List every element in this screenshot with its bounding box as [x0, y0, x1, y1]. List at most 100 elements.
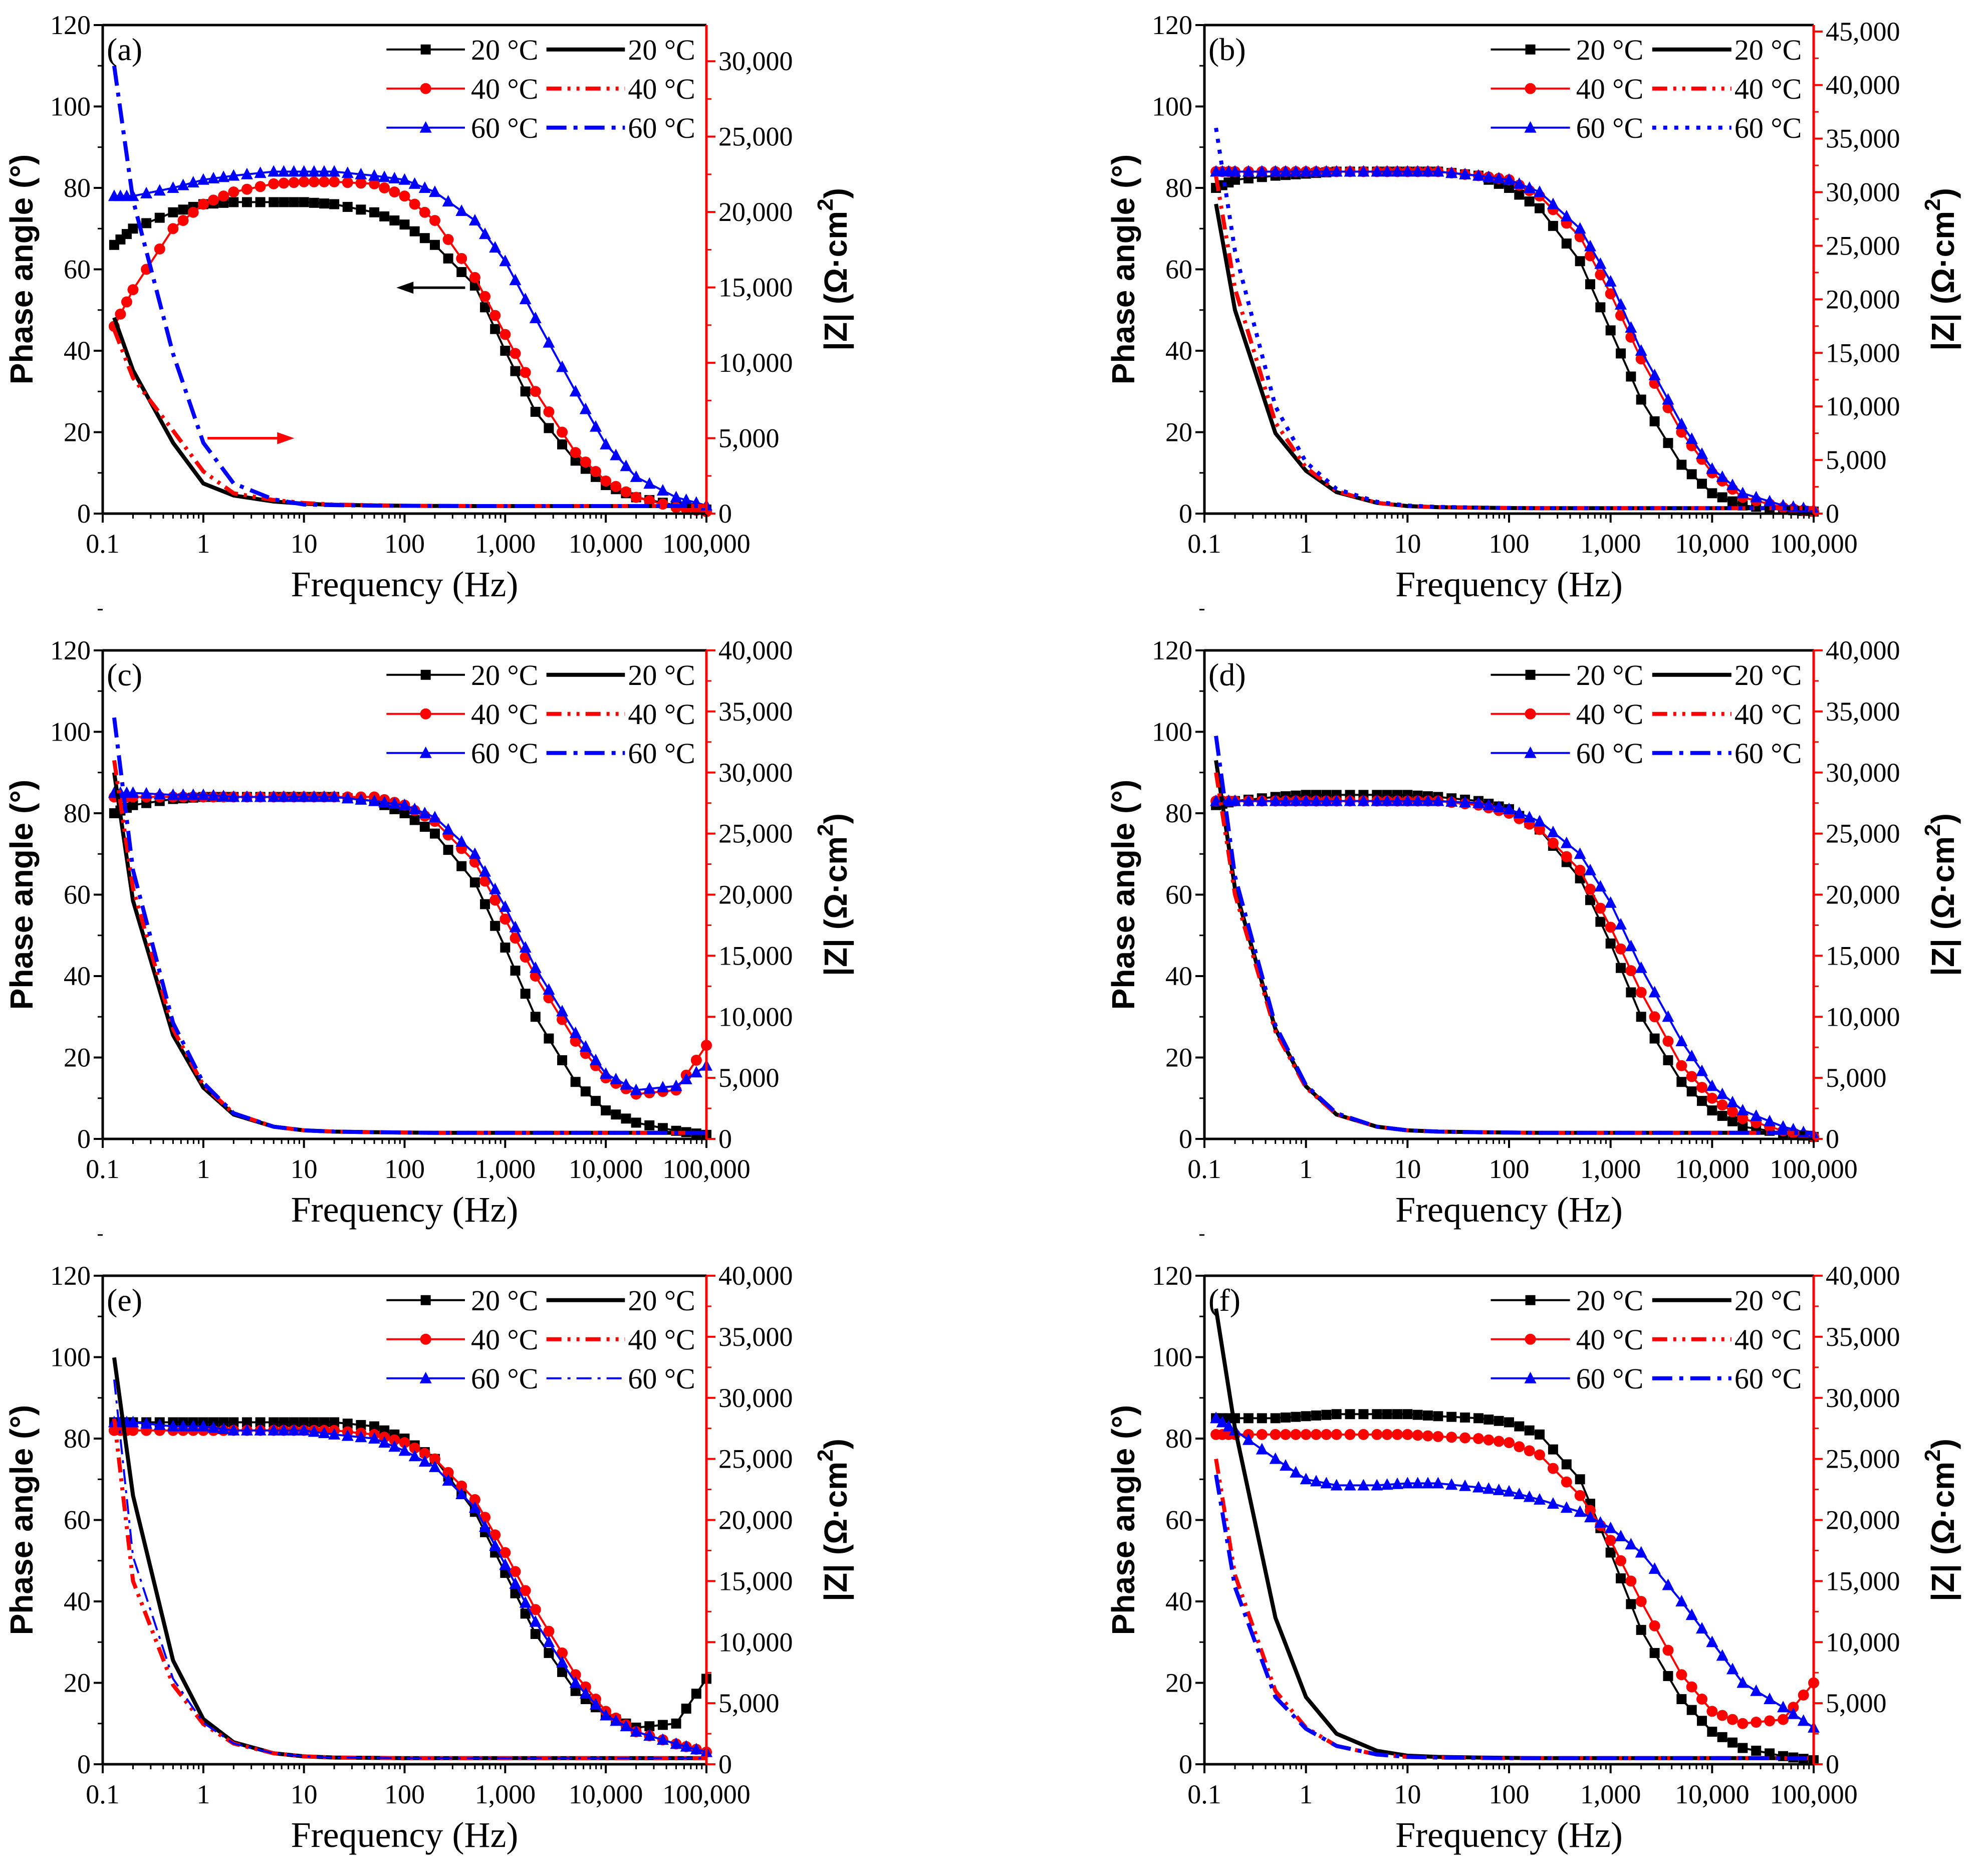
y-tick-label: 100: [1152, 1342, 1192, 1372]
triangle-marker: [1584, 863, 1596, 875]
y2-tick-label: 30,000: [718, 46, 793, 76]
triangle-marker: [378, 1436, 391, 1448]
square-marker: [1483, 1415, 1494, 1425]
x-axis-title: Frequency (Hz): [1395, 1815, 1623, 1855]
triangle-marker: [1685, 432, 1698, 444]
square-marker: [399, 219, 410, 230]
circle-marker: [1676, 1669, 1687, 1681]
y2-title-sup: 2: [813, 824, 838, 836]
x-tick-label: 10,000: [1675, 1779, 1750, 1809]
legend-label: 60 °C: [628, 1362, 695, 1395]
impedance-line: [112, 329, 706, 508]
triangle-marker: [1310, 794, 1323, 806]
triangle-marker: [1726, 479, 1739, 491]
circle-marker: [1321, 1429, 1332, 1440]
triangle-marker: [167, 181, 179, 193]
circle-marker: [1605, 921, 1616, 933]
triangle-marker: [1242, 1433, 1255, 1445]
triangle-marker: [1685, 1608, 1698, 1620]
y2-tick-label: 25,000: [718, 819, 793, 849]
triangle-marker: [1604, 896, 1617, 908]
circle-marker: [1605, 1535, 1616, 1546]
square-marker: [1738, 1743, 1748, 1753]
triangle-marker: [529, 1615, 542, 1627]
square-marker: [443, 845, 453, 855]
phase-line: [114, 1429, 707, 1753]
square-marker: [255, 1417, 266, 1428]
triangle-marker: [1357, 165, 1370, 177]
triangle-marker: [455, 1488, 468, 1500]
triangle-marker: [368, 1432, 381, 1444]
square-marker: [456, 267, 467, 277]
square-marker: [520, 989, 531, 999]
triangle-marker: [1432, 1477, 1444, 1489]
square-marker: [443, 253, 453, 264]
x-axis-title: Frequency (Hz): [291, 1815, 519, 1855]
circle-marker: [121, 296, 132, 308]
square-marker: [228, 197, 239, 207]
triangle-marker: [398, 1444, 411, 1456]
legend-label: 20 °C: [471, 1284, 538, 1317]
legend: 20 °C 20 °C 40 °C 40 °C 60 °C 60 °C: [386, 659, 695, 770]
triangle-marker: [556, 1656, 569, 1668]
square-marker: [429, 240, 440, 250]
y2-title-main: |Z| (Ω·cm: [818, 836, 854, 976]
triangle-marker: [1503, 173, 1515, 185]
triangle-marker: [408, 802, 421, 814]
x-tick-label: 1: [196, 529, 210, 559]
triangle-marker: [398, 798, 411, 810]
square-marker: [580, 1086, 591, 1097]
square-marker: [544, 423, 554, 433]
triangle-marker: [590, 1053, 602, 1065]
y2-tick-label: 15,000: [1826, 338, 1900, 368]
triangle-marker: [1300, 165, 1312, 177]
series-phase-40c: [108, 791, 712, 1100]
square-marker: [1345, 1409, 1355, 1420]
square-marker: [429, 828, 440, 839]
triangle-marker: [298, 165, 310, 177]
circle-marker: [1716, 1099, 1728, 1111]
triangle-marker: [1648, 986, 1661, 998]
triangle-marker: [1371, 165, 1383, 177]
y-tick-label: 120: [50, 10, 91, 40]
circle-marker: [389, 1434, 400, 1446]
triangle-marker: [278, 165, 290, 177]
triangle-marker: [408, 1450, 421, 1462]
x-tick-label: 100: [1489, 529, 1530, 559]
triangle-marker: [254, 166, 267, 178]
series-phase-60c: [108, 786, 712, 1095]
triangle-marker: [428, 185, 441, 197]
triangle-marker: [341, 166, 354, 178]
circle-marker: [288, 177, 300, 188]
triangle-marker: [368, 794, 381, 806]
legend-label: 20 °C: [471, 34, 538, 66]
y-axis-title: Phase angle (°): [1105, 1405, 1141, 1635]
triangle-marker: [177, 178, 189, 190]
circle-marker: [1280, 1429, 1291, 1440]
circle-marker: [399, 1437, 410, 1449]
triangle-marker: [1330, 1479, 1343, 1491]
y2-title-end: ): [1925, 188, 1961, 198]
legend: 20 °C 20 °C 40 °C 40 °C 60 °C 60 °C: [1491, 1284, 1802, 1395]
square-marker: [178, 204, 188, 215]
triangle-marker: [489, 882, 502, 894]
y2-tick-label: 15,000: [1826, 1566, 1900, 1596]
triangle-marker: [630, 1083, 642, 1095]
circle-marker: [1696, 1694, 1707, 1705]
triangle-marker: [1675, 1595, 1688, 1606]
circle-marker: [228, 186, 239, 198]
triangle-marker: [1330, 165, 1343, 177]
y2-tick-label: 40,000: [1826, 1261, 1900, 1291]
y-tick-label: 60: [1165, 1505, 1192, 1535]
circle-marker: [1402, 1429, 1413, 1440]
square-marker: [500, 346, 511, 356]
triangle-marker: [1256, 794, 1268, 806]
circle-marker: [530, 1604, 541, 1615]
square-marker: [544, 1648, 554, 1658]
triangle-marker: [1381, 1478, 1393, 1490]
square-marker: [1616, 1573, 1626, 1583]
phase-line: [113, 201, 707, 511]
triangle-marker: [1594, 257, 1607, 269]
square-marker: [241, 1417, 252, 1428]
square-marker: [1525, 1295, 1536, 1305]
